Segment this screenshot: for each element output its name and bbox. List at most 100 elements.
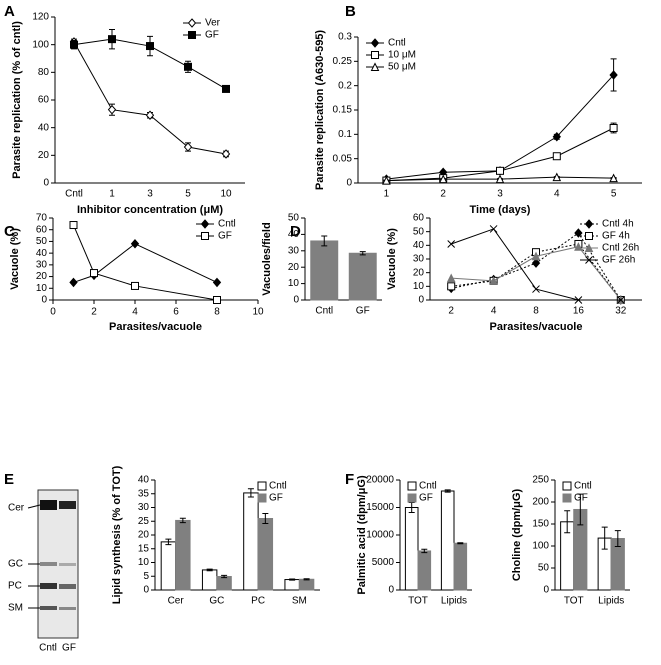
bar [310,240,339,301]
y-axis-label: Lipid synthesis (% of TOT) [111,465,123,604]
y-tick-label: 20 [413,267,425,278]
y-axis-label: Vacuole (%) [386,228,398,290]
marker [609,173,618,183]
panel-label: B [345,3,356,20]
line [73,41,227,155]
y-axis-label: Palmitic acid (dpm/μG) [356,475,368,595]
y-tick-label: 20 [36,271,48,282]
bar [453,542,468,591]
marker [584,219,594,229]
error-bar [247,488,254,498]
marker [552,172,562,182]
x-tick-label: 32 [615,306,627,317]
y-tick-label: 0 [143,585,149,596]
marker [213,296,221,304]
error-bar [321,235,328,247]
marker [616,296,625,304]
panel-label: A [4,3,15,20]
line [73,224,218,301]
y-tick-label: 50 [538,563,550,574]
marker [370,62,380,71]
legend-label: Cntl [388,38,406,49]
marker [574,296,583,304]
x-tick-label: GF [356,306,370,317]
y-tick-label: 50 [36,236,48,247]
error-bar [457,542,464,545]
legend-label: 50 μM [388,62,416,73]
legend-swatch [407,481,417,491]
marker [609,70,618,80]
y-tick-label: 40 [38,122,50,133]
y-tick-label: 40 [413,240,425,251]
marker [496,166,504,175]
error-bar [564,510,571,534]
x-tick-label: 1 [384,189,390,200]
y-tick-label: 0.2 [338,80,352,91]
error-bar [577,493,584,526]
y-tick-label: 40 [138,475,150,486]
legend-label: GF [218,231,232,242]
gel-band [40,562,57,566]
bar [348,252,377,301]
y-tick-label: 250 [532,475,549,486]
gel-lane-label: GF [62,643,76,654]
y-tick-label: 80 [38,67,50,78]
y-axis-label: Choline (dpm/μG) [511,489,523,582]
x-tick-label: 16 [573,306,585,317]
panel-label: C [4,223,15,240]
marker [201,232,209,240]
error-bar [262,513,269,524]
y-tick-label: 5 [143,571,149,582]
gel-band [40,583,57,589]
gel-lane-label: Cntl [39,643,57,654]
x-tick-label: Cntl [65,189,83,200]
marker [187,18,197,28]
y-tick-label: 40 [36,248,48,259]
y-tick-label: 5000 [372,557,395,568]
x-axis-label: Inhibitor concentration (μM) [77,204,223,216]
y-tick-label: 20000 [366,475,394,486]
error-bar [289,578,296,581]
y-tick-label: 60 [36,224,48,235]
error-bar [601,526,608,550]
x-tick-label: 0 [50,307,56,318]
legend-swatch [562,493,572,503]
x-tick-label: 8 [214,307,220,318]
x-tick-label: 6 [173,307,179,318]
gel-band-label: Cer [8,503,25,514]
marker [221,149,231,159]
legend-label: Cntl 26h [602,243,639,254]
y-tick-label: 0 [388,585,394,596]
y-tick-label: 0.1 [338,129,352,140]
line [386,74,614,180]
x-tick-label: 2 [440,189,446,200]
x-tick-label: PC [251,596,265,607]
bar [243,492,259,591]
gel-band-label: GC [8,559,23,570]
marker [90,269,98,278]
y-tick-label: 35 [138,488,150,499]
marker [69,277,78,288]
legend-label: Cntl [419,481,437,492]
error-bar [221,574,228,579]
panel-label: D [290,223,301,240]
y-tick-label: 50 [288,213,300,224]
marker [489,225,498,233]
marker [446,273,456,283]
legend-label: GF [419,493,433,504]
y-tick-label: 60 [413,213,425,224]
gel-band [59,563,76,566]
y-tick-label: 30 [36,259,48,270]
x-tick-label: SM [292,596,307,607]
marker [489,276,498,285]
y-tick-label: 10 [413,281,425,292]
y-tick-label: 10 [36,283,48,294]
x-tick-label: 2 [91,307,97,318]
marker [183,142,193,152]
marker [146,42,154,51]
gel-pointer [27,504,41,509]
marker [438,174,448,184]
bar [216,576,232,591]
y-tick-label: 20 [138,530,150,541]
